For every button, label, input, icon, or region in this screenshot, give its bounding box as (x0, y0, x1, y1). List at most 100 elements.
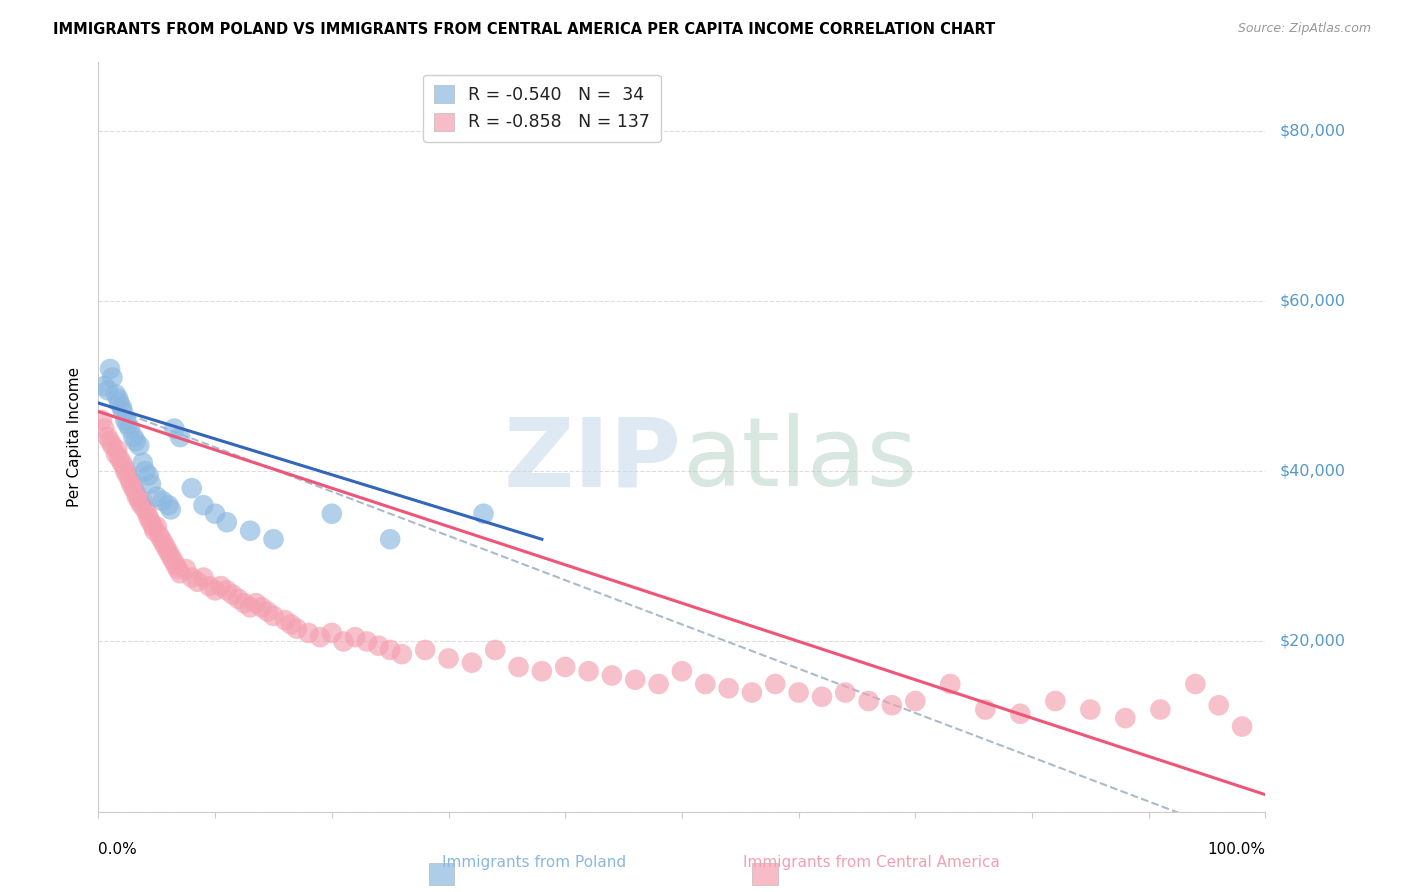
Point (309, 630, 332, 644)
Point (169, 566, 191, 581)
Point (671, 664, 693, 679)
Point (180, 571, 202, 585)
Point (157, 545, 180, 559)
Point (134, 502, 156, 516)
Point (834, 685, 856, 699)
Point (209, 579, 232, 593)
Point (120, 476, 142, 491)
Point (763, 677, 786, 691)
Point (262, 608, 284, 623)
Text: $80,000: $80,000 (1279, 123, 1346, 138)
Point (787, 685, 810, 699)
Point (97, 384, 120, 398)
Point (114, 464, 136, 478)
Text: ZIP: ZIP (503, 413, 682, 506)
Point (169, 430, 191, 444)
Point (233, 596, 256, 610)
Point (128, 439, 150, 453)
Point (1080, 702, 1102, 716)
Point (413, 643, 436, 657)
Point (125, 485, 148, 500)
Point (138, 468, 160, 483)
Point (136, 507, 159, 521)
Point (437, 651, 460, 665)
Text: Immigrants from Central America: Immigrants from Central America (744, 855, 1000, 870)
Point (122, 481, 145, 495)
Point (131, 498, 153, 512)
Point (193, 498, 215, 512)
Point (391, 647, 413, 661)
Point (221, 588, 243, 602)
Point (647, 677, 669, 691)
Point (108, 396, 131, 410)
Point (695, 677, 717, 691)
Point (285, 622, 308, 636)
Point (1114, 711, 1136, 725)
Point (880, 698, 903, 713)
Point (1208, 698, 1230, 713)
Point (215, 515, 238, 529)
Legend: R = -0.540   N =  34, R = -0.858   N = 137: R = -0.540 N = 34, R = -0.858 N = 137 (423, 75, 661, 142)
Point (193, 571, 215, 585)
Point (146, 490, 169, 504)
Point (98, 362, 121, 376)
Point (380, 533, 402, 547)
Point (1184, 677, 1206, 691)
Point (174, 562, 197, 576)
Point (472, 507, 495, 521)
Point (152, 494, 174, 508)
Point (321, 626, 343, 640)
Text: 100.0%: 100.0% (1208, 842, 1265, 856)
Point (204, 583, 226, 598)
Point (600, 668, 623, 682)
Point (152, 536, 174, 550)
Point (93, 379, 115, 393)
Point (215, 583, 238, 598)
Point (139, 476, 162, 491)
Point (143, 524, 166, 538)
Point (139, 515, 162, 529)
Point (98, 434, 121, 449)
Point (159, 549, 181, 564)
Point (104, 387, 127, 401)
Point (128, 494, 150, 508)
Point (166, 562, 188, 576)
Text: Source: ZipAtlas.com: Source: ZipAtlas.com (1237, 22, 1371, 36)
Point (125, 490, 148, 504)
Point (108, 451, 131, 466)
Point (187, 574, 209, 589)
Text: $20,000: $20,000 (1279, 634, 1346, 648)
Point (105, 442, 128, 457)
Point (239, 600, 262, 615)
Point (111, 401, 134, 415)
Y-axis label: Per Capita Income: Per Capita Income (67, 367, 83, 508)
Point (111, 404, 134, 418)
Point (904, 694, 927, 708)
Point (117, 417, 139, 432)
Point (484, 643, 506, 657)
Text: IMMIGRANTS FROM POLAND VS IMMIGRANTS FROM CENTRAL AMERICA PER CAPITA INCOME CORR: IMMIGRANTS FROM POLAND VS IMMIGRANTS FRO… (53, 22, 995, 37)
Point (162, 553, 184, 567)
Point (578, 664, 600, 679)
Point (155, 541, 177, 555)
Text: $60,000: $60,000 (1279, 293, 1346, 309)
Point (198, 579, 221, 593)
Point (125, 434, 148, 449)
Point (1149, 702, 1171, 716)
Point (146, 519, 169, 533)
Point (297, 626, 319, 640)
Point (159, 502, 181, 516)
Point (717, 681, 740, 696)
Point (117, 468, 139, 483)
Point (165, 558, 187, 572)
Point (204, 507, 226, 521)
Point (256, 605, 278, 619)
Text: 0.0%: 0.0% (98, 842, 138, 856)
Point (624, 673, 647, 687)
Point (101, 370, 124, 384)
Point (274, 613, 297, 627)
Point (134, 464, 156, 478)
Point (93, 421, 115, 435)
Point (101, 439, 124, 453)
Point (150, 533, 173, 547)
